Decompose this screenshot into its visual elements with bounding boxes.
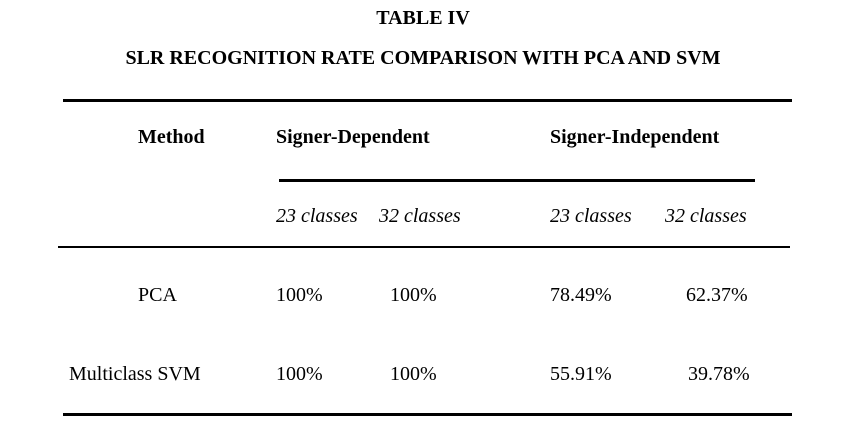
row-method: PCA [138, 284, 177, 306]
table-label: TABLE IV [376, 7, 470, 29]
row-value: 62.37% [686, 284, 748, 306]
subheader-dep-32: 32 classes [379, 205, 461, 227]
header-signer-dependent: Signer-Dependent [276, 126, 430, 148]
row-value: 55.91% [550, 363, 612, 385]
subheader-dep-23: 23 classes [276, 205, 358, 227]
subheader-ind-32: 32 classes [665, 205, 747, 227]
header-signer-independent: Signer-Independent [550, 126, 720, 148]
table-caption: SLR RECOGNITION RATE COMPARISON WITH PCA… [125, 47, 721, 69]
header-rule [58, 246, 790, 248]
row-value: 100% [276, 284, 323, 306]
top-rule [63, 99, 792, 102]
row-value: 39.78% [688, 363, 750, 385]
row-method: Multiclass SVM [69, 363, 201, 385]
bottom-rule [63, 413, 792, 416]
row-value: 78.49% [550, 284, 612, 306]
row-value: 100% [390, 363, 437, 385]
subheader-ind-23: 23 classes [550, 205, 632, 227]
row-value: 100% [276, 363, 323, 385]
header-method: Method [138, 126, 205, 148]
group-rule [279, 179, 755, 182]
row-value: 100% [390, 284, 437, 306]
